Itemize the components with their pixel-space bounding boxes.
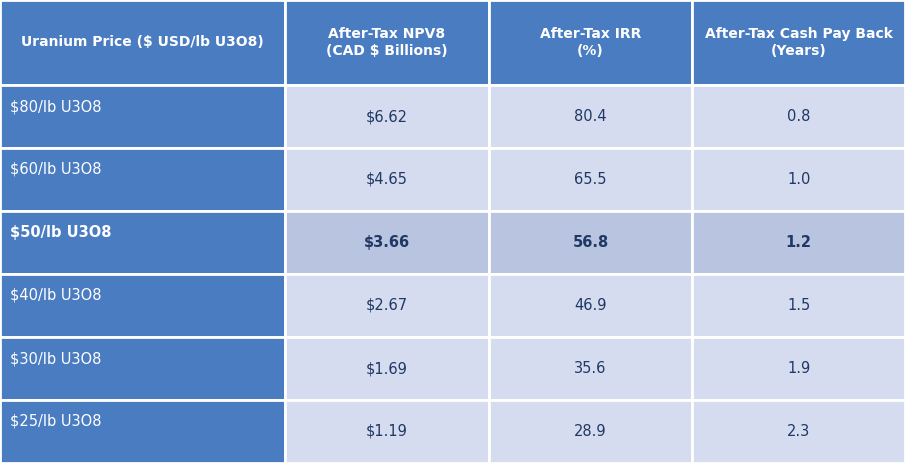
Text: $4.65: $4.65 <box>366 172 408 187</box>
Bar <box>489 211 692 274</box>
Bar <box>692 85 905 148</box>
Bar <box>489 400 692 463</box>
Text: $1.19: $1.19 <box>366 424 408 439</box>
Text: 80.4: 80.4 <box>574 109 607 124</box>
Bar <box>692 274 905 337</box>
Bar <box>0 400 285 463</box>
Bar <box>285 274 489 337</box>
Text: $60/lb U3O8: $60/lb U3O8 <box>10 162 101 177</box>
Text: $3.66: $3.66 <box>364 235 410 250</box>
Bar <box>0 0 285 85</box>
Bar <box>489 337 692 400</box>
Bar <box>692 337 905 400</box>
Text: After-Tax Cash Pay Back
(Years): After-Tax Cash Pay Back (Years) <box>705 27 892 57</box>
Text: After-Tax IRR
(%): After-Tax IRR (%) <box>539 27 642 57</box>
Bar <box>285 85 489 148</box>
Text: 1.9: 1.9 <box>787 361 810 376</box>
Bar <box>0 85 285 148</box>
Text: $2.67: $2.67 <box>366 298 408 313</box>
Text: Uranium Price ($ USD/lb U3O8): Uranium Price ($ USD/lb U3O8) <box>21 36 264 50</box>
Bar <box>285 0 489 85</box>
Text: 0.8: 0.8 <box>787 109 810 124</box>
Text: 2.3: 2.3 <box>787 424 810 439</box>
Bar <box>489 274 692 337</box>
Bar <box>0 274 285 337</box>
Text: $50/lb U3O8: $50/lb U3O8 <box>10 225 111 240</box>
Bar <box>285 400 489 463</box>
Text: 46.9: 46.9 <box>575 298 606 313</box>
Bar <box>285 148 489 211</box>
Bar <box>692 400 905 463</box>
Text: 1.5: 1.5 <box>787 298 810 313</box>
Bar <box>0 211 285 274</box>
Text: $25/lb U3O8: $25/lb U3O8 <box>10 414 101 429</box>
Bar <box>692 211 905 274</box>
Text: $80/lb U3O8: $80/lb U3O8 <box>10 99 101 114</box>
Bar <box>489 85 692 148</box>
Bar <box>692 0 905 85</box>
Text: $1.69: $1.69 <box>366 361 408 376</box>
Text: 1.0: 1.0 <box>787 172 810 187</box>
Text: After-Tax NPV8
(CAD $ Billions): After-Tax NPV8 (CAD $ Billions) <box>326 27 448 57</box>
Bar <box>0 337 285 400</box>
Text: $30/lb U3O8: $30/lb U3O8 <box>10 351 101 366</box>
Bar <box>489 0 692 85</box>
Text: 56.8: 56.8 <box>572 235 609 250</box>
Bar <box>489 148 692 211</box>
Text: $40/lb U3O8: $40/lb U3O8 <box>10 288 101 303</box>
Text: 35.6: 35.6 <box>575 361 606 376</box>
Text: 65.5: 65.5 <box>575 172 606 187</box>
Bar <box>285 211 489 274</box>
Text: 28.9: 28.9 <box>574 424 607 439</box>
Text: $6.62: $6.62 <box>366 109 408 124</box>
Bar <box>285 337 489 400</box>
Text: 1.2: 1.2 <box>786 235 812 250</box>
Bar <box>692 148 905 211</box>
Bar <box>0 148 285 211</box>
